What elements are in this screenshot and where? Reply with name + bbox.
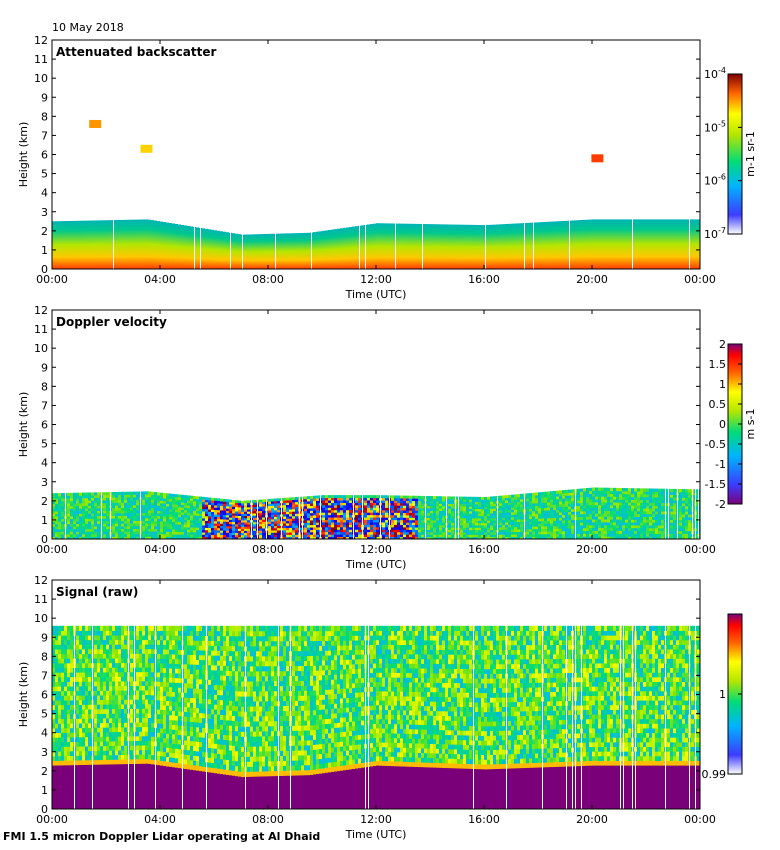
heatmap-image — [52, 310, 700, 540]
y-axis-label: Height (km) — [17, 122, 30, 188]
x-tick-label: 00:00 — [36, 543, 68, 556]
x-tick-label: 16:00 — [468, 273, 500, 286]
x-tick-label: 20:00 — [576, 273, 608, 286]
colorbar-tick-label: 1.5 — [709, 358, 727, 371]
colorbar-tick-label: 10-5 — [704, 119, 726, 134]
x-tick-label: 12:00 — [360, 273, 392, 286]
x-tick-label: 00:00 — [684, 813, 716, 826]
x-tick-label: 04:00 — [144, 813, 176, 826]
colorbar-tick-label: -2 — [715, 498, 726, 511]
x-axis-label: Time (UTC) — [345, 828, 407, 841]
y-tick-label: 9 — [41, 91, 48, 104]
colorbar-tick-label: -0.5 — [705, 438, 726, 451]
y-tick-label: 6 — [41, 689, 48, 702]
y-tick-label: 12 — [34, 34, 48, 47]
y-tick-label: 2 — [41, 225, 48, 238]
x-tick-label: 08:00 — [252, 543, 284, 556]
x-tick-label: 08:00 — [252, 813, 284, 826]
x-axis-label: Time (UTC) — [345, 558, 407, 571]
x-tick-label: 00:00 — [36, 273, 68, 286]
y-tick-label: 5 — [41, 708, 48, 721]
y-tick-label: 3 — [41, 746, 48, 759]
x-tick-label: 12:00 — [360, 813, 392, 826]
y-tick-label: 11 — [34, 53, 48, 66]
y-tick-label: 0 — [41, 533, 48, 546]
y-tick-label: 1 — [41, 514, 48, 527]
y-tick-label: 5 — [41, 168, 48, 181]
colorbar-unit: m-1 sr-1 — [744, 131, 757, 177]
y-tick-label: 6 — [41, 419, 48, 432]
y-tick-label: 7 — [41, 129, 48, 142]
footer-caption: FMI 1.5 micron Doppler Lidar operating a… — [3, 830, 321, 843]
x-tick-label: 16:00 — [468, 813, 500, 826]
y-tick-label: 11 — [34, 323, 48, 336]
x-axis-label: Time (UTC) — [345, 288, 407, 301]
y-tick-label: 10 — [34, 342, 48, 355]
panel-title: Signal (raw) — [56, 585, 138, 599]
y-tick-label: 1 — [41, 784, 48, 797]
y-tick-label: 4 — [41, 727, 48, 740]
y-tick-label: 11 — [34, 593, 48, 606]
feature-aerosol-layer-03-30 — [140, 144, 153, 153]
y-tick-label: 3 — [41, 206, 48, 219]
y-tick-label: 7 — [41, 669, 48, 682]
y-tick-label: 0 — [41, 803, 48, 816]
y-tick-label: 2 — [41, 765, 48, 778]
y-tick-label: 3 — [41, 476, 48, 489]
colorbar-tick-label: 0.99 — [702, 768, 727, 781]
x-tick-label: 00:00 — [684, 543, 716, 556]
y-tick-label: 8 — [41, 650, 48, 663]
y-tick-label: 6 — [41, 149, 48, 162]
heatmap-image — [52, 580, 700, 809]
colorbar-tick-label: 1 — [719, 378, 726, 391]
x-tick-label: 00:00 — [36, 813, 68, 826]
x-tick-label: 08:00 — [252, 273, 284, 286]
y-tick-label: 7 — [41, 399, 48, 412]
colorbar-tick-label: 2 — [719, 338, 726, 351]
y-axis-label: Height (km) — [17, 662, 30, 728]
y-tick-label: 10 — [34, 612, 48, 625]
colorbar-tick-label: 10-4 — [704, 66, 726, 81]
y-tick-label: 1 — [41, 244, 48, 257]
y-axis-label: Height (km) — [17, 392, 30, 458]
y-tick-label: 9 — [41, 361, 48, 374]
x-tick-label: 00:00 — [684, 273, 716, 286]
x-tick-label: 20:00 — [576, 813, 608, 826]
feature-aerosol-layer-01-40 — [89, 119, 102, 128]
y-tick-label: 12 — [34, 574, 48, 587]
x-tick-label: 04:00 — [144, 543, 176, 556]
y-tick-label: 5 — [41, 438, 48, 451]
y-tick-label: 8 — [41, 110, 48, 123]
panel-title: Doppler velocity — [56, 315, 167, 329]
y-tick-label: 4 — [41, 187, 48, 200]
y-tick-label: 2 — [41, 495, 48, 508]
colorbar-tick-label: 1 — [719, 688, 726, 701]
x-tick-label: 20:00 — [576, 543, 608, 556]
heatmap-image — [52, 40, 700, 269]
colorbar-unit: m s-1 — [744, 409, 757, 440]
colorbar-tick-label: 10-7 — [704, 226, 726, 241]
x-tick-label: 12:00 — [360, 543, 392, 556]
x-tick-label: 04:00 — [144, 273, 176, 286]
x-tick-label: 16:00 — [468, 543, 500, 556]
date-label: 10 May 2018 — [52, 21, 124, 34]
feature-cloud-20-00 — [591, 154, 604, 163]
y-tick-label: 8 — [41, 380, 48, 393]
colorbar-tick-label: 10-6 — [704, 173, 726, 188]
colorbar-tick-label: 0 — [719, 418, 726, 431]
y-tick-label: 10 — [34, 72, 48, 85]
y-tick-label: 12 — [34, 304, 48, 317]
y-tick-label: 9 — [41, 631, 48, 644]
colorbar-tick-label: -1.5 — [705, 478, 726, 491]
y-tick-label: 4 — [41, 457, 48, 470]
colorbar-tick-label: 0.5 — [709, 398, 727, 411]
y-tick-label: 0 — [41, 263, 48, 276]
panel-title: Attenuated backscatter — [56, 45, 216, 59]
colorbar — [727, 73, 743, 235]
colorbar-tick-label: -1 — [715, 458, 726, 471]
